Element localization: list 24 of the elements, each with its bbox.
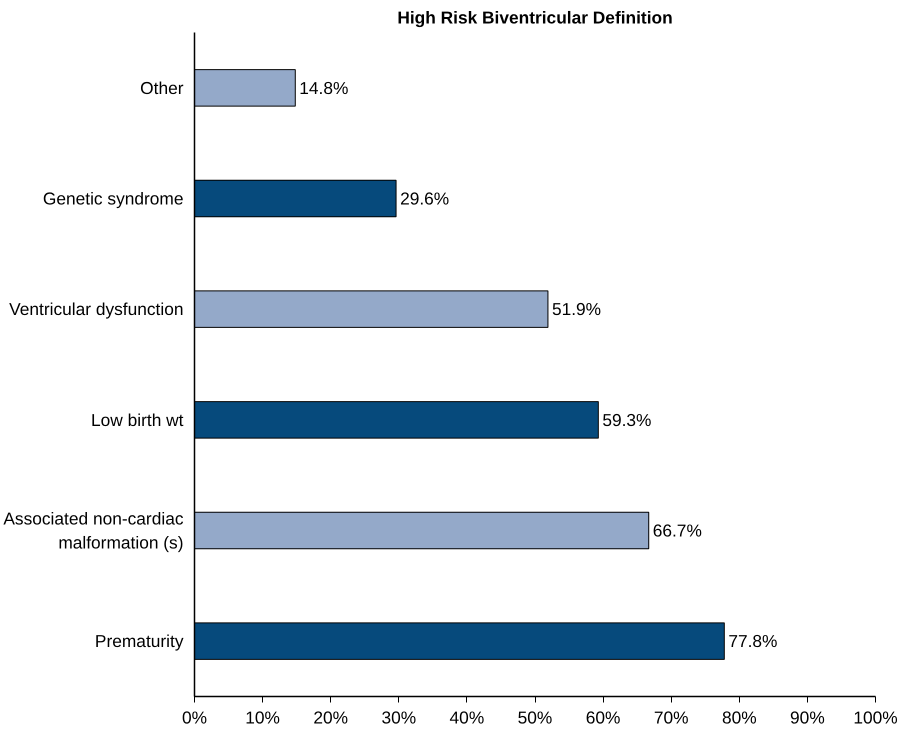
data-label: 77.8% [728,631,778,652]
y-tick-label: Other [140,78,184,98]
x-tick-label: 50% [518,708,552,728]
x-tick-label: 30% [381,708,416,728]
chart-title: High Risk Biventricular Definition [397,8,673,28]
y-tick-label: Prematurity [94,631,184,652]
x-tick-label: 60% [586,708,620,728]
x-tick-label: 0% [182,708,208,728]
data-label: 51.9% [552,299,602,320]
x-tick-label: 40% [450,708,484,728]
data-label: 29.6% [400,188,450,208]
data-label: 59.3% [602,410,652,430]
data-label: 14.8% [299,78,348,98]
y-tick-label: Low birth wt [91,410,184,430]
y-tick-label: Associated non-cardiac malformation (s) [3,508,184,552]
y-tick-label: Genetic syndrome [42,188,184,208]
x-tick-label: 90% [790,708,825,728]
x-tick-label: 20% [313,708,348,728]
x-tick-label: 70% [654,708,689,728]
x-tick-label: 10% [245,708,280,728]
data-label: 66.7% [652,520,702,540]
y-tick-label: Ventricular dysfunction [9,299,184,320]
x-tick-label: 80% [722,708,757,728]
x-tick-label: 100% [853,708,898,728]
